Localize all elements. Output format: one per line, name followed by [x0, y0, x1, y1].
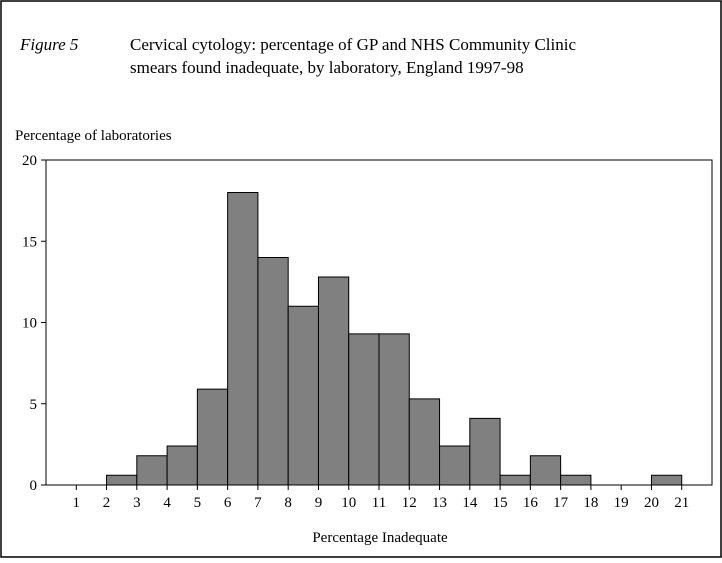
- x-tick-label: 6: [224, 495, 232, 511]
- x-tick-label: 10: [341, 495, 356, 511]
- x-axis-label: Percentage Inadequate: [312, 530, 448, 546]
- bar: [287, 305, 319, 486]
- x-tick-label: 12: [402, 495, 417, 511]
- x-tick-label: 1: [73, 495, 81, 511]
- bar: [378, 333, 410, 486]
- figure-label: Figure 5: [19, 35, 78, 54]
- y-tick-label: 15: [22, 234, 37, 250]
- y-tick-label: 10: [22, 316, 37, 332]
- y-axis-label: Percentage of laboratories: [15, 128, 172, 144]
- bar: [196, 388, 229, 486]
- bar: [469, 417, 501, 486]
- x-tick-label: 13: [432, 495, 447, 511]
- x-tick-label: 11: [372, 495, 386, 511]
- x-tick-label: 3: [133, 495, 141, 511]
- x-tick-label: 16: [523, 495, 539, 511]
- bar: [106, 474, 138, 486]
- bar: [529, 455, 562, 486]
- bar: [439, 445, 471, 486]
- bar: [408, 398, 441, 486]
- x-tick-label: 14: [462, 495, 478, 511]
- x-tick-label: 9: [315, 495, 323, 511]
- x-tick-label: 2: [103, 495, 111, 511]
- x-tick-label: 19: [614, 495, 629, 511]
- x-tick-label: 7: [254, 495, 262, 511]
- bar: [257, 257, 289, 486]
- x-tick-label: 18: [583, 495, 598, 511]
- bar: [650, 474, 683, 486]
- x-tick-label: 20: [644, 495, 659, 511]
- x-tick-label: 17: [553, 495, 569, 511]
- bar: [166, 445, 198, 486]
- chart-title: Cervical cytology: percentage of GP and …: [130, 35, 576, 54]
- bar: [560, 474, 592, 486]
- bar: [348, 333, 380, 486]
- x-tick-label: 21: [674, 495, 689, 511]
- bar: [499, 474, 531, 486]
- x-tick-label: 4: [163, 495, 171, 511]
- x-tick-label: 5: [194, 495, 202, 511]
- y-tick-label: 20: [22, 153, 37, 169]
- chart-title: smears found inadequate, by laboratory, …: [130, 58, 524, 77]
- bar: [317, 276, 350, 486]
- x-tick-label: 15: [493, 495, 508, 511]
- x-tick-label: 8: [284, 495, 292, 511]
- y-tick-label: 0: [30, 478, 38, 494]
- bar: [136, 455, 168, 486]
- y-tick-label: 5: [30, 397, 38, 413]
- bar: [227, 192, 259, 486]
